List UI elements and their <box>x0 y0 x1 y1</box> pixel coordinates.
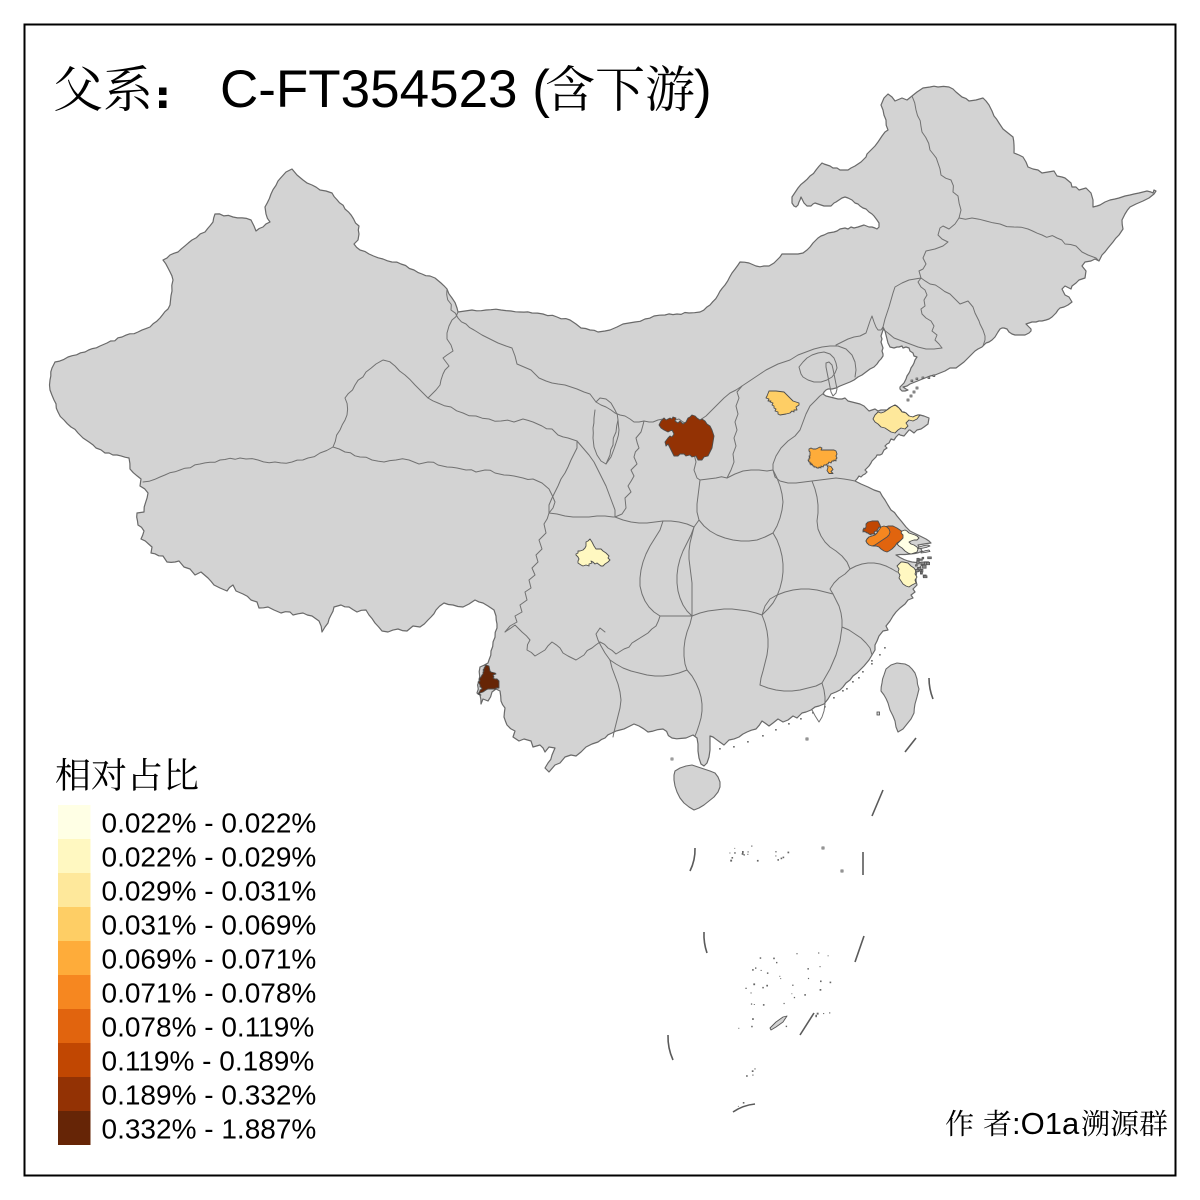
svg-text:C-FT354523 (: C-FT354523 ( <box>220 60 550 119</box>
svg-text:0.022% - 0.022%: 0.022% - 0.022% <box>102 808 317 839</box>
svg-text:0.189% - 0.332%: 0.189% - 0.332% <box>102 1080 317 1111</box>
svg-text:0.071% - 0.078%: 0.071% - 0.078% <box>102 978 317 1009</box>
svg-text:0.078% - 0.119%: 0.078% - 0.119% <box>102 1012 315 1043</box>
svg-text:0.029% - 0.031%: 0.029% - 0.031% <box>102 876 317 907</box>
svg-text:0.119% - 0.189%: 0.119% - 0.189% <box>102 1046 315 1077</box>
svg-text:0.031% - 0.069%: 0.031% - 0.069% <box>102 910 317 941</box>
svg-text:0.022% - 0.029%: 0.022% - 0.029% <box>102 842 317 873</box>
svg-text:0.069% - 0.071%: 0.069% - 0.071% <box>102 944 317 975</box>
svg-text::O1a: :O1a <box>1012 1106 1080 1141</box>
svg-text:0.332% - 1.887%: 0.332% - 1.887% <box>102 1114 317 1145</box>
svg-text:): ) <box>694 60 712 119</box>
